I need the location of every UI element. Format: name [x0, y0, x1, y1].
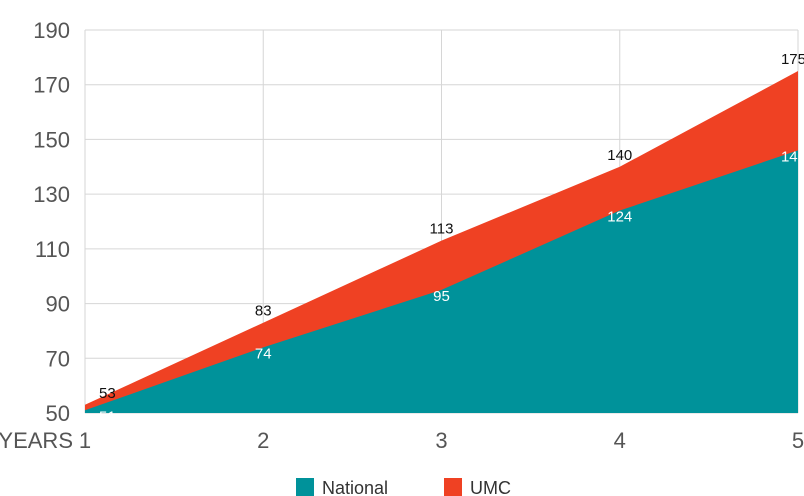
y-tick-label: 50 [46, 401, 70, 426]
y-tick-label: 110 [35, 237, 70, 262]
data-label-umc: 113 [430, 221, 454, 238]
data-label-national: 74 [255, 345, 272, 362]
y-tick-label: 130 [33, 182, 70, 207]
x-tick-label: 1 [79, 428, 91, 453]
y-tick-label: 190 [33, 18, 70, 43]
y-tick-label: 150 [33, 127, 70, 152]
y-tick-label: 170 [33, 73, 70, 98]
area-national [85, 150, 798, 413]
data-label-umc: 175 [781, 51, 804, 68]
legend-label-umc: UMC [470, 478, 511, 496]
x-tick-label: 3 [435, 428, 447, 453]
data-labels: 51 53 74 83 95 113 124 140 146 175 [99, 51, 804, 425]
y-tick-label: 90 [46, 292, 70, 317]
legend-swatch-national [296, 478, 314, 496]
series-areas [85, 71, 798, 414]
x-tick-label: 5 [792, 428, 804, 453]
data-label-umc: 83 [255, 303, 272, 320]
data-label-umc: 53 [99, 385, 116, 402]
y-axis-tick-labels: 50 70 90 110 130 150 170 190 [33, 18, 70, 426]
y-tick-label: 70 [46, 346, 70, 371]
x-tick-label: 4 [614, 428, 626, 453]
x-axis-prefix-label: YEARS [0, 428, 73, 453]
data-label-national: 51 [99, 408, 116, 425]
x-tick-label: 2 [257, 428, 269, 453]
legend: National UMC [296, 478, 511, 496]
data-label-national: 146 [781, 148, 804, 165]
x-axis-tick-labels: YEARS 1 2 3 4 5 [0, 428, 804, 453]
data-label-national: 95 [433, 288, 450, 305]
legend-swatch-umc [444, 478, 462, 496]
data-label-umc: 140 [607, 147, 632, 164]
legend-label-national: National [322, 478, 388, 496]
data-label-national: 124 [607, 209, 632, 226]
